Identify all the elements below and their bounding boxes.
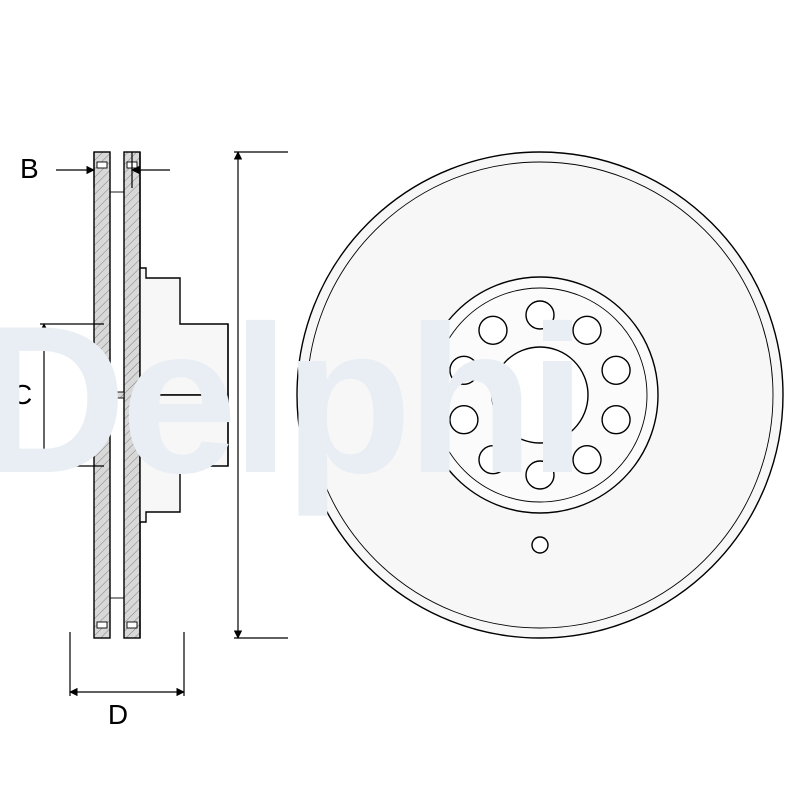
svg-text:D: D [108, 699, 128, 730]
technical-drawing: A B C D [0, 0, 800, 800]
svg-text:A: A [206, 379, 225, 410]
svg-text:C: C [12, 379, 32, 410]
front-view [297, 152, 783, 638]
svg-text:B: B [20, 153, 39, 184]
side-view [70, 152, 228, 638]
